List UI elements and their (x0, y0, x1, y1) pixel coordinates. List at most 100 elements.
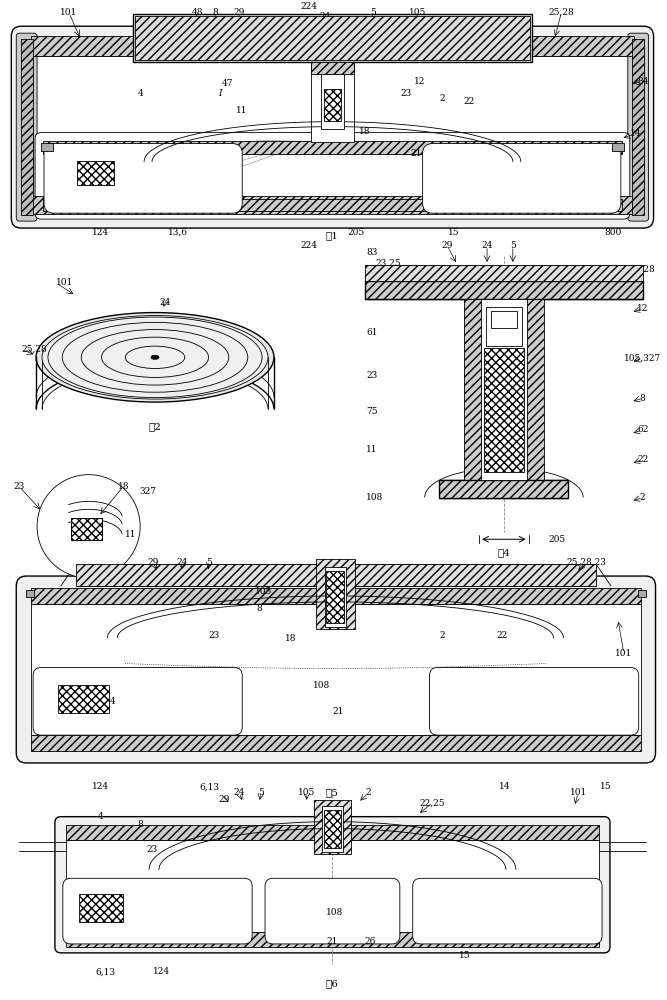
Bar (365, 265, 643, 281)
Text: 25,28: 25,28 (21, 345, 47, 354)
Bar (41, 143, 53, 151)
Text: 18: 18 (117, 482, 129, 491)
Bar (66, 840, 599, 932)
FancyBboxPatch shape (55, 817, 610, 953)
Text: 24: 24 (159, 298, 171, 307)
Bar (26, 590, 34, 597)
Text: 5: 5 (370, 8, 376, 17)
Circle shape (37, 475, 140, 578)
Text: 205: 205 (348, 228, 365, 237)
Text: 23,25: 23,25 (375, 258, 401, 267)
FancyBboxPatch shape (63, 878, 252, 944)
Text: 108: 108 (313, 681, 330, 690)
Text: 327: 327 (139, 487, 157, 496)
Text: 2: 2 (440, 94, 446, 103)
Bar (31, 604, 641, 735)
Bar (365, 281, 643, 299)
Bar (31, 735, 641, 751)
Bar (66, 932, 599, 947)
Text: 2: 2 (366, 788, 371, 797)
Bar (76, 564, 596, 586)
Text: 8: 8 (137, 820, 143, 829)
Text: 21: 21 (327, 937, 338, 946)
Text: 5: 5 (258, 788, 264, 797)
Bar (43, 141, 622, 154)
Text: 22: 22 (464, 97, 475, 106)
Text: 8: 8 (256, 604, 262, 613)
Text: 108: 108 (366, 493, 384, 502)
FancyBboxPatch shape (16, 33, 37, 221)
Bar (71, 518, 103, 540)
Text: 12: 12 (637, 304, 648, 313)
Bar (321, 806, 344, 852)
Text: 14: 14 (499, 782, 511, 791)
Text: 15: 15 (448, 228, 459, 237)
Bar (77, 161, 114, 185)
Text: 47: 47 (221, 79, 233, 88)
Text: 13,6: 13,6 (168, 228, 188, 237)
Bar (31, 56, 634, 196)
Text: 8: 8 (213, 8, 218, 17)
Text: 6,13: 6,13 (199, 782, 219, 791)
Text: 图6: 图6 (326, 979, 339, 988)
Text: 11: 11 (366, 445, 378, 454)
FancyBboxPatch shape (16, 576, 656, 763)
Text: 224: 224 (300, 2, 317, 11)
Text: 800: 800 (604, 228, 622, 237)
Bar (481, 299, 527, 480)
Text: 5: 5 (510, 241, 516, 250)
Ellipse shape (151, 355, 159, 359)
Text: 23: 23 (13, 482, 25, 491)
Bar (612, 143, 624, 151)
Text: 224: 224 (300, 241, 317, 250)
Text: 21: 21 (410, 149, 422, 158)
Bar (313, 800, 352, 854)
Bar (311, 62, 354, 142)
Text: 105: 105 (298, 788, 315, 797)
Bar (21, 39, 33, 215)
Text: 15: 15 (600, 782, 612, 791)
Bar (323, 89, 342, 121)
Bar (486, 307, 522, 346)
Text: 图1: 图1 (325, 232, 338, 241)
Bar (135, 16, 530, 60)
Bar (440, 480, 568, 498)
Bar (491, 311, 517, 328)
Bar (325, 567, 346, 627)
Text: 23: 23 (400, 89, 412, 98)
FancyBboxPatch shape (265, 878, 400, 944)
Text: 图3: 图3 (82, 588, 95, 597)
FancyBboxPatch shape (44, 144, 242, 213)
Bar (321, 74, 344, 129)
Text: 83: 83 (366, 248, 378, 257)
Text: 22: 22 (496, 631, 508, 640)
Text: 124: 124 (92, 782, 109, 791)
Bar (315, 559, 356, 629)
Text: 18: 18 (285, 634, 297, 643)
Text: 15: 15 (460, 951, 471, 960)
Bar (79, 894, 123, 922)
Text: 18: 18 (360, 127, 371, 136)
Text: I: I (217, 89, 221, 98)
Bar (31, 196, 634, 214)
Bar (323, 810, 342, 848)
FancyBboxPatch shape (430, 668, 639, 735)
Text: 12: 12 (414, 77, 426, 86)
Bar (311, 62, 354, 74)
Text: 29: 29 (442, 241, 453, 250)
Text: 75: 75 (366, 407, 378, 416)
Text: 24: 24 (233, 788, 245, 797)
Text: 4: 4 (109, 697, 115, 706)
FancyBboxPatch shape (11, 26, 654, 228)
Text: 25,28: 25,28 (548, 8, 574, 17)
Bar (66, 825, 599, 840)
FancyBboxPatch shape (423, 144, 621, 213)
Text: 24: 24 (319, 12, 331, 21)
Text: 23: 23 (209, 631, 220, 640)
Bar (31, 588, 641, 604)
Text: 5: 5 (207, 558, 213, 567)
Text: 108: 108 (325, 908, 343, 917)
Text: 105: 105 (255, 587, 273, 596)
Text: 25,28: 25,28 (630, 264, 656, 273)
Text: 101: 101 (60, 8, 77, 17)
